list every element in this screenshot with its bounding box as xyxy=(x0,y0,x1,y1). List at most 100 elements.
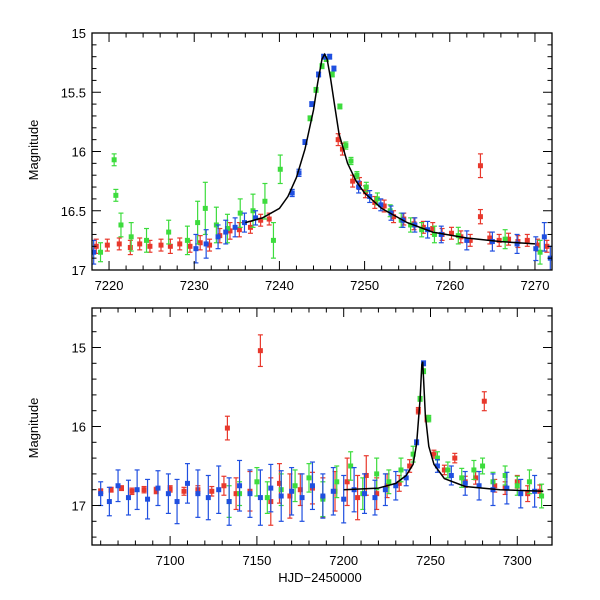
red-data-point xyxy=(477,208,483,225)
blue-data-point xyxy=(257,469,263,526)
bottom-axes: 7100 7150 7200 7250 7300 15 16 17 xyxy=(72,307,553,568)
red-data-point xyxy=(452,452,458,464)
model-curve xyxy=(245,52,536,245)
blue-data-point xyxy=(372,479,378,516)
red-data-point xyxy=(141,485,147,494)
blue-data-point xyxy=(514,233,520,255)
x-tick-label: 7220 xyxy=(95,278,124,293)
green-data-point xyxy=(277,154,283,185)
blue-data-point xyxy=(320,473,326,519)
red-data-point xyxy=(104,238,110,252)
green-data-point xyxy=(502,465,508,486)
red-data-point xyxy=(355,474,361,521)
blue-data-point xyxy=(216,465,222,515)
blue-data-point xyxy=(362,473,368,515)
red-data-point xyxy=(524,233,530,247)
green-data-point xyxy=(537,239,543,265)
green-data-point xyxy=(348,451,354,481)
blue-data-point xyxy=(330,466,336,516)
green-data-point xyxy=(128,222,134,252)
green-data-point xyxy=(337,103,343,110)
green-data-point xyxy=(184,225,190,256)
blue-data-point xyxy=(382,473,388,507)
blue-data-point xyxy=(155,470,161,507)
green-data-point xyxy=(113,188,119,202)
model-curve xyxy=(343,361,544,493)
blue-data-point xyxy=(541,222,547,252)
blue-data-point xyxy=(438,225,444,244)
red-data-point xyxy=(209,485,215,497)
x-tick-label: 7240 xyxy=(265,278,294,293)
top-panel: 7220 7230 7240 7250 7260 7270 15 15.5 16 16.5 17 M… xyxy=(26,26,553,293)
y-tick-label: 15 xyxy=(72,341,86,356)
blue-data-point xyxy=(476,470,482,501)
green-data-point xyxy=(262,182,268,220)
blue-data-point xyxy=(393,470,399,501)
red-data-point xyxy=(116,237,122,251)
y-tick-label: 16 xyxy=(72,420,86,435)
blue-data-point xyxy=(331,65,337,72)
top-axes: 7220 7230 7240 7250 7260 7270 15 15.5 16 16.5 17 xyxy=(61,26,553,293)
red-data-point xyxy=(496,233,502,247)
blue-data-point xyxy=(278,470,284,522)
red-data-point xyxy=(207,238,213,252)
green-data-point xyxy=(386,469,392,495)
blue-data-point xyxy=(215,224,221,250)
green-data-point xyxy=(539,483,545,509)
blue-data-point xyxy=(223,219,229,245)
green-data-point xyxy=(166,219,172,245)
red-data-point xyxy=(467,233,473,247)
blue-data-point xyxy=(241,212,247,233)
red-data-point xyxy=(233,477,239,511)
blue-data-point xyxy=(253,210,259,226)
green-data-point xyxy=(98,242,104,263)
red-data-point xyxy=(335,133,341,147)
blue-data-point xyxy=(327,53,333,60)
green-data-point xyxy=(408,217,414,233)
x-tick-label: 7270 xyxy=(521,278,550,293)
blue-data-point xyxy=(309,461,315,511)
blue-data-point xyxy=(195,469,201,518)
green-data-point xyxy=(455,226,461,245)
red-data-point xyxy=(197,235,203,251)
blue-data-point xyxy=(205,474,211,521)
y-tick-label: 15.5 xyxy=(61,85,86,100)
green-data-point xyxy=(224,213,230,244)
blue-data-point xyxy=(341,474,347,524)
green-data-point xyxy=(202,181,208,236)
red-data-point xyxy=(129,487,135,496)
red-data-point xyxy=(344,457,350,507)
red-data-point xyxy=(441,464,447,476)
red-data-point xyxy=(137,237,143,251)
bottom-plot-area xyxy=(98,334,545,526)
top-y-axis-label: Magnitude xyxy=(26,120,41,181)
green-data-point xyxy=(343,141,349,150)
blue-data-point xyxy=(299,473,305,522)
green-data-point xyxy=(471,459,477,481)
blue-data-point xyxy=(378,198,384,212)
x-tick-label: 7100 xyxy=(156,553,185,568)
green-data-point xyxy=(237,198,243,228)
red-data-point xyxy=(544,239,550,253)
x-tick-label: 7260 xyxy=(435,278,464,293)
blue-data-point xyxy=(98,481,104,507)
red-data-point xyxy=(236,222,242,238)
x-tick-label: 7230 xyxy=(180,278,209,293)
green-data-point xyxy=(426,414,432,423)
blue-data-point xyxy=(289,466,295,516)
blue-data-point xyxy=(226,477,232,526)
blue-data-point xyxy=(504,471,510,505)
red-data-point xyxy=(224,415,230,441)
y-tick-label: 16.5 xyxy=(61,204,86,219)
blue-data-point xyxy=(125,479,131,516)
red-data-point xyxy=(350,174,356,188)
blue-data-point xyxy=(268,463,274,513)
red-data-point xyxy=(227,222,233,240)
green-data-point xyxy=(334,465,340,499)
red-data-point xyxy=(257,334,263,368)
red-data-point xyxy=(258,213,264,227)
green-data-point xyxy=(118,212,124,238)
x-axis-label: HJD−2450000 xyxy=(278,570,361,585)
red-data-point xyxy=(181,486,187,496)
